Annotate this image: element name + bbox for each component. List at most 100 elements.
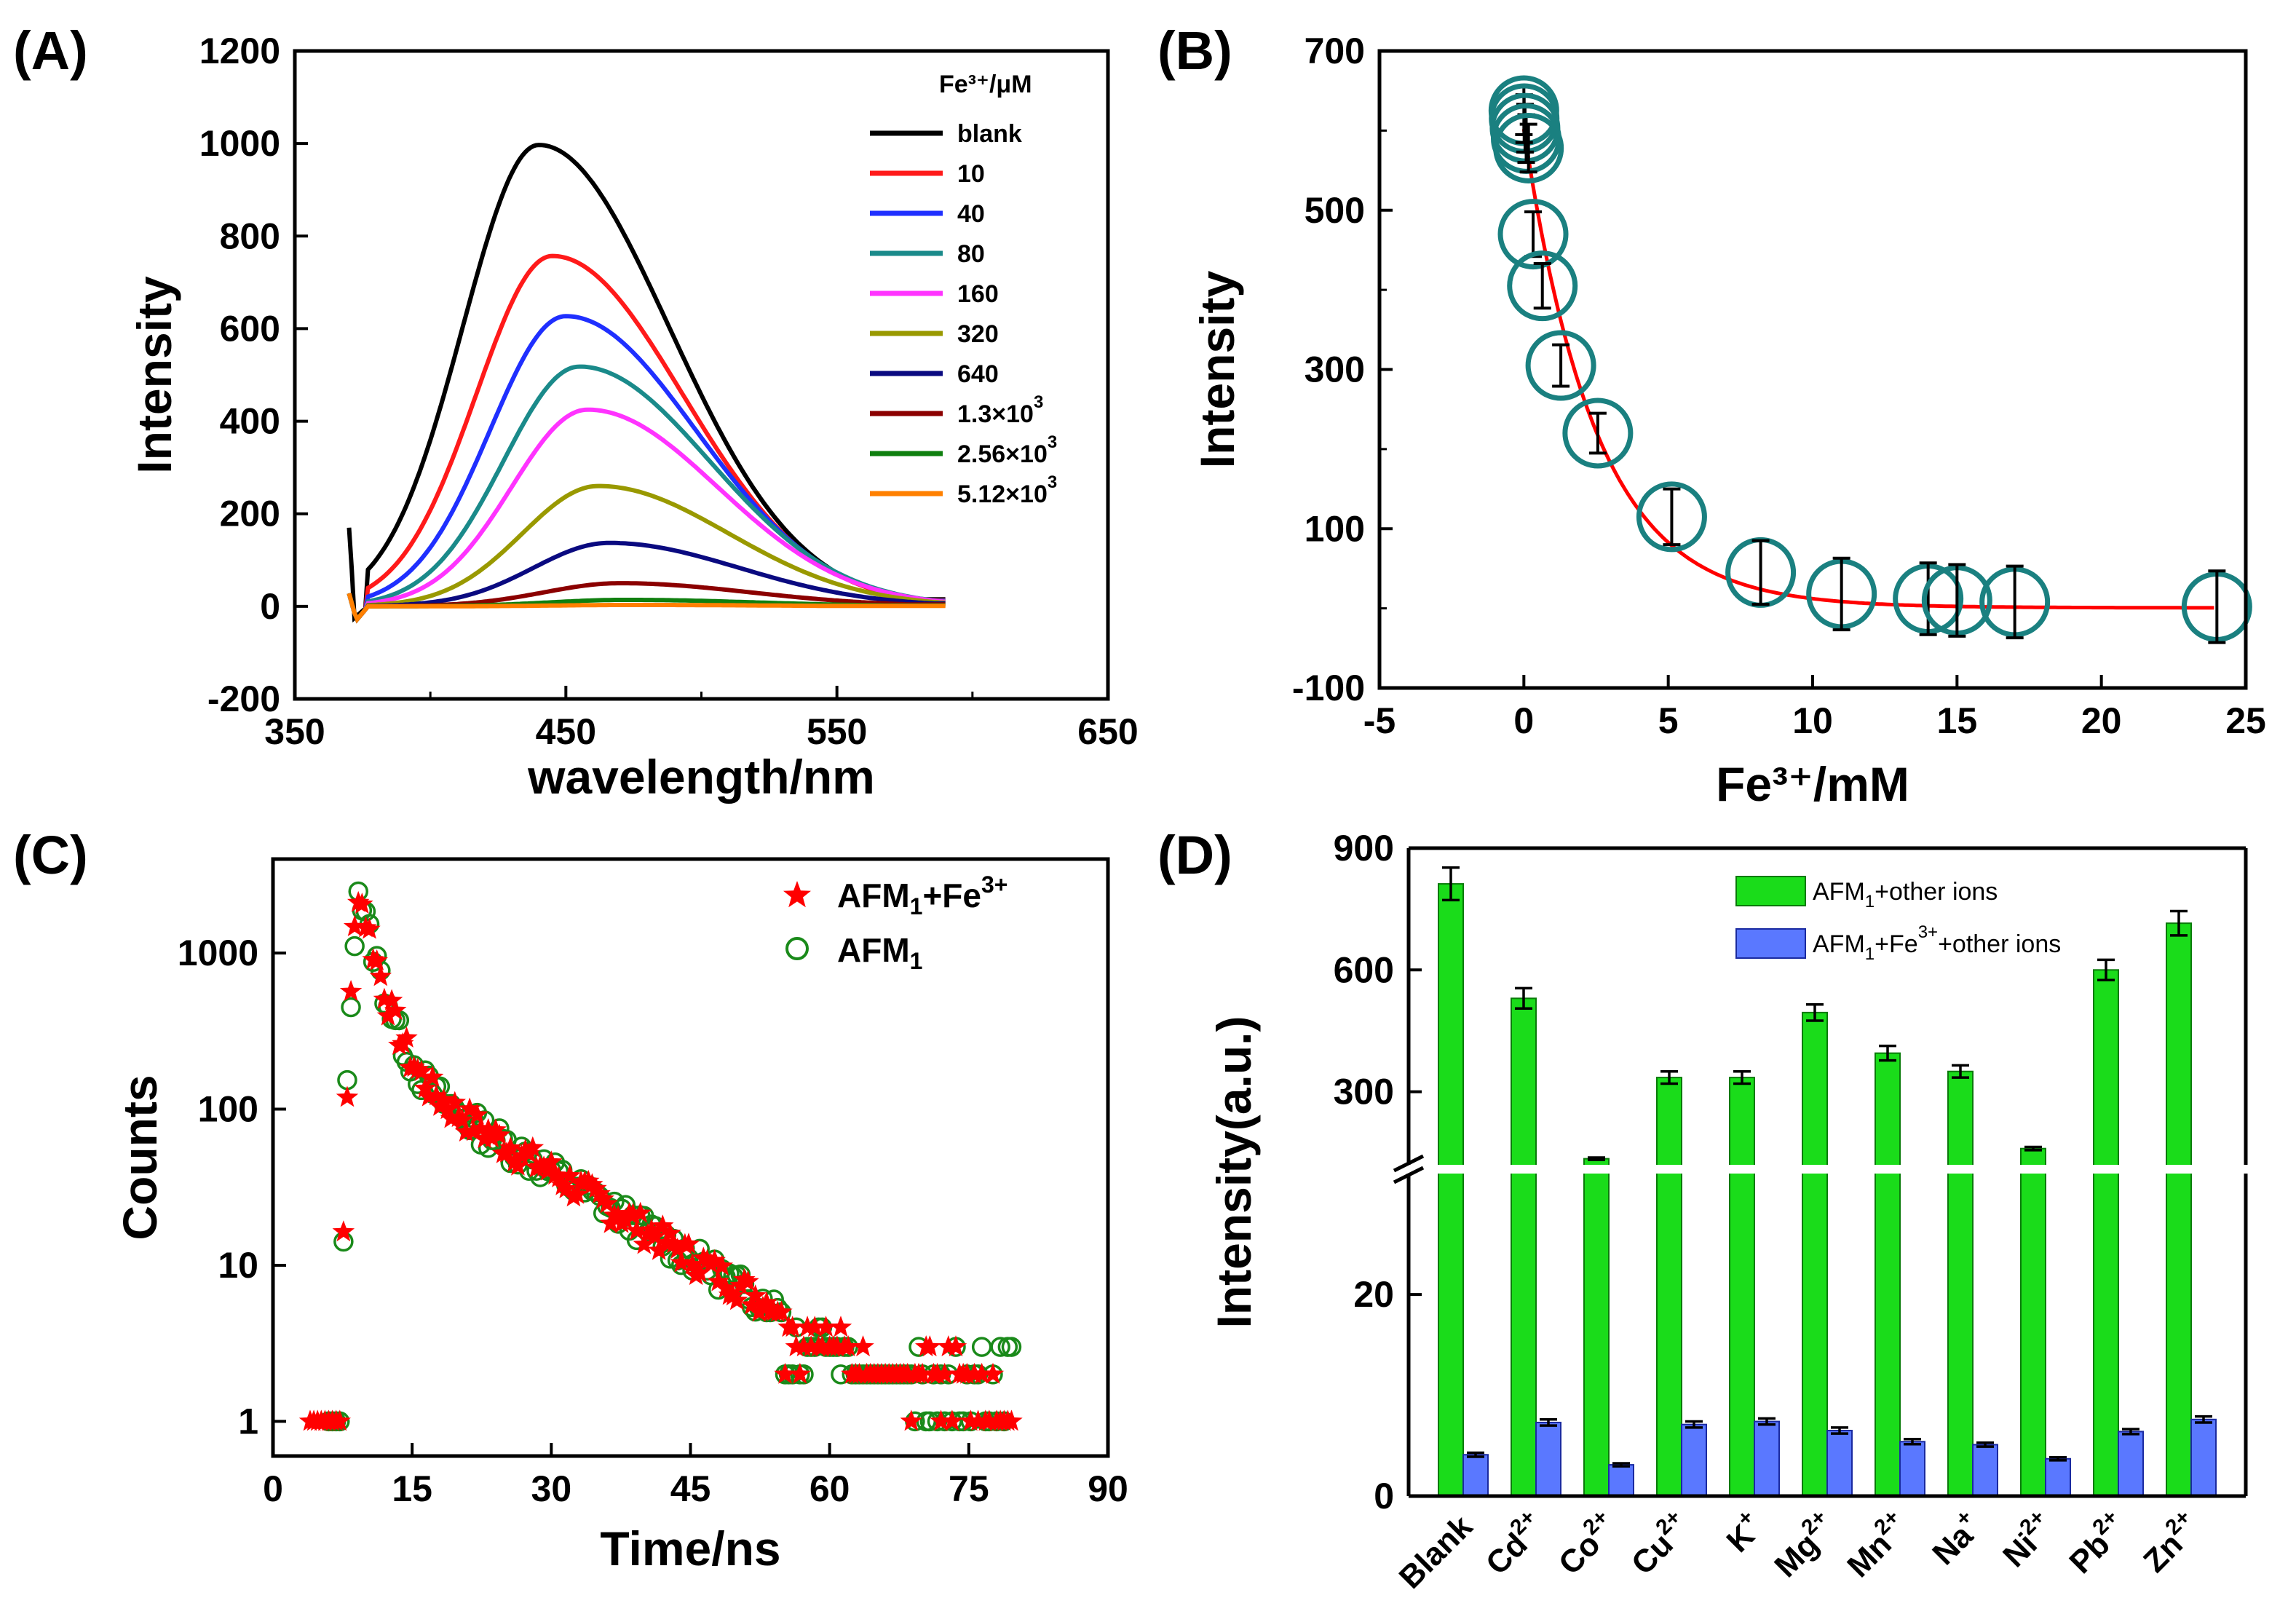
- decay-point-star: [944, 1335, 967, 1357]
- decay-point-star: [421, 1065, 444, 1087]
- decay-point-star: [432, 1088, 455, 1109]
- y-tick-label-a: 400: [220, 401, 280, 442]
- y-tick-label-b: 500: [1305, 190, 1365, 231]
- decay-point-star: [365, 949, 388, 970]
- decay-point-star: [358, 917, 381, 939]
- x-tick-label-b: 15: [1937, 700, 1978, 741]
- decay-point-star: [622, 1203, 644, 1225]
- y-tick-label-d: 900: [1334, 828, 1394, 869]
- decay-point-star: [521, 1136, 545, 1158]
- decay-point-star: [395, 1026, 418, 1048]
- decay-point-star: [440, 1107, 462, 1128]
- bar-afm-other-ions: [1875, 1052, 1901, 1497]
- legend-label-a: 40: [957, 200, 985, 228]
- decay-point-star: [981, 1362, 1005, 1384]
- decay-point-star: [436, 1098, 459, 1120]
- x-axis-title-c: Time/ns: [600, 1522, 780, 1575]
- decay-point-star: [488, 1123, 511, 1145]
- category-label-d: Pb2+: [2059, 1505, 2135, 1581]
- axis-break-gap: [1404, 1165, 2250, 1174]
- x-tick-label-a: 350: [264, 711, 325, 752]
- category-label-d: Cu2+: [1621, 1505, 1698, 1581]
- decay-point-star: [547, 1166, 570, 1187]
- y-axis-title-d: Intensity(a.u.): [1207, 1016, 1261, 1328]
- spectrum-line-40: [347, 314, 946, 624]
- decay-point-star: [462, 1120, 485, 1142]
- bar-afm-fe-other-ions: [2190, 1418, 2217, 1497]
- x-axis-title-b: Fe³⁺/mM: [1716, 757, 1909, 811]
- decay-point-star: [566, 1182, 589, 1204]
- legend-label-a: 10: [957, 160, 985, 188]
- decay-point-star: [783, 881, 811, 908]
- data-point-b: [1525, 330, 1596, 401]
- decay-point-star: [558, 1164, 581, 1186]
- decay-point-star: [413, 1077, 437, 1099]
- decay-point-star: [514, 1139, 537, 1160]
- decay-point-star: [941, 1409, 964, 1431]
- data-point-b: [1507, 250, 1578, 322]
- decay-point-star: [454, 1120, 478, 1142]
- plot-frame-c: [271, 857, 1110, 1458]
- y-tick-label-a: 0: [260, 586, 280, 627]
- x-tick-label-b: 5: [1658, 700, 1679, 741]
- decay-point-star: [328, 1409, 351, 1431]
- panel-c: (C) 1 10 100 1000 0 15 30 45 60 75 90 Time/ns Counts A…: [13, 825, 1128, 1575]
- legend-label-c: AFM1+Fe3+: [837, 871, 1008, 919]
- x-tick-label-b: 10: [1792, 700, 1833, 741]
- category-label-d: Co2+: [1548, 1505, 1625, 1581]
- decay-point-star: [836, 1335, 860, 1357]
- decay-point-star: [503, 1150, 526, 1172]
- decay-point-star: [577, 1169, 600, 1191]
- decay-point-star: [644, 1225, 667, 1246]
- decay-point-star: [689, 1261, 711, 1283]
- legend-label-c: AFM1: [837, 931, 922, 974]
- decay-point-star: [499, 1136, 522, 1158]
- decay-point-star: [633, 1233, 655, 1254]
- decay-point-star: [815, 1316, 837, 1337]
- decay-point-circle: [344, 935, 365, 957]
- legend-label-a: 80: [957, 240, 985, 268]
- legend-title-a: Fe³⁺/μM: [939, 71, 1032, 98]
- decay-point-circle: [1001, 1337, 1022, 1357]
- decay-point-star: [343, 915, 366, 936]
- x-tick-label-a: 450: [536, 711, 596, 752]
- decay-point-star: [592, 1187, 614, 1209]
- bar-afm-fe-other-ions: [1754, 1420, 1780, 1498]
- panel-label-d: (D): [1157, 825, 1232, 885]
- decay-point-star: [459, 1097, 481, 1119]
- data-point-b: [1497, 199, 1569, 270]
- decay-point-star: [585, 1176, 607, 1198]
- x-tick-label-b: 25: [2225, 700, 2266, 741]
- decay-point-star: [659, 1222, 681, 1243]
- decay-point-star: [595, 1192, 618, 1214]
- decay-point-star: [652, 1214, 674, 1236]
- decay-point-star: [588, 1182, 611, 1203]
- y-tick-label-a: -200: [207, 679, 280, 719]
- decay-point-circle: [341, 997, 361, 1018]
- decay-point-star: [484, 1118, 507, 1140]
- bar-afm-other-ions: [1656, 1077, 1682, 1498]
- y-axis-title-b: Intensity: [1190, 271, 1244, 469]
- decay-point-star: [466, 1103, 488, 1125]
- legend-label-a: 640: [957, 360, 999, 388]
- legend-label-a: 160: [957, 280, 999, 308]
- decay-point-star: [930, 1409, 952, 1431]
- y-tick-label-d: 20: [1353, 1274, 1394, 1315]
- x-tick-label-c: 60: [809, 1468, 850, 1509]
- decay-point-star: [662, 1232, 685, 1254]
- decay-point-circle: [990, 1337, 1010, 1357]
- decay-point-star: [714, 1276, 737, 1298]
- spectrum-line-5.12×10³: [347, 593, 946, 624]
- bar-afm-fe-other-ions: [2118, 1431, 2144, 1498]
- category-label-d: Cd2+: [1476, 1505, 1552, 1581]
- panel-b: (B) -100 100 300 500 700 -5 0 5 10 15 20 25 Fe³⁺/mM In…: [1157, 20, 2266, 811]
- decay-point-star: [707, 1270, 729, 1291]
- decay-point-star: [681, 1253, 704, 1275]
- bar-afm-fe-other-ions: [2045, 1457, 2071, 1497]
- decay-point-star: [551, 1174, 574, 1195]
- decay-point-star: [744, 1284, 767, 1306]
- axis-break-mark: [1393, 1154, 1425, 1173]
- y-tick-label-d: 0: [1374, 1476, 1394, 1516]
- category-label-d: Blank: [1393, 1508, 1480, 1596]
- decay-point-star: [336, 1085, 359, 1107]
